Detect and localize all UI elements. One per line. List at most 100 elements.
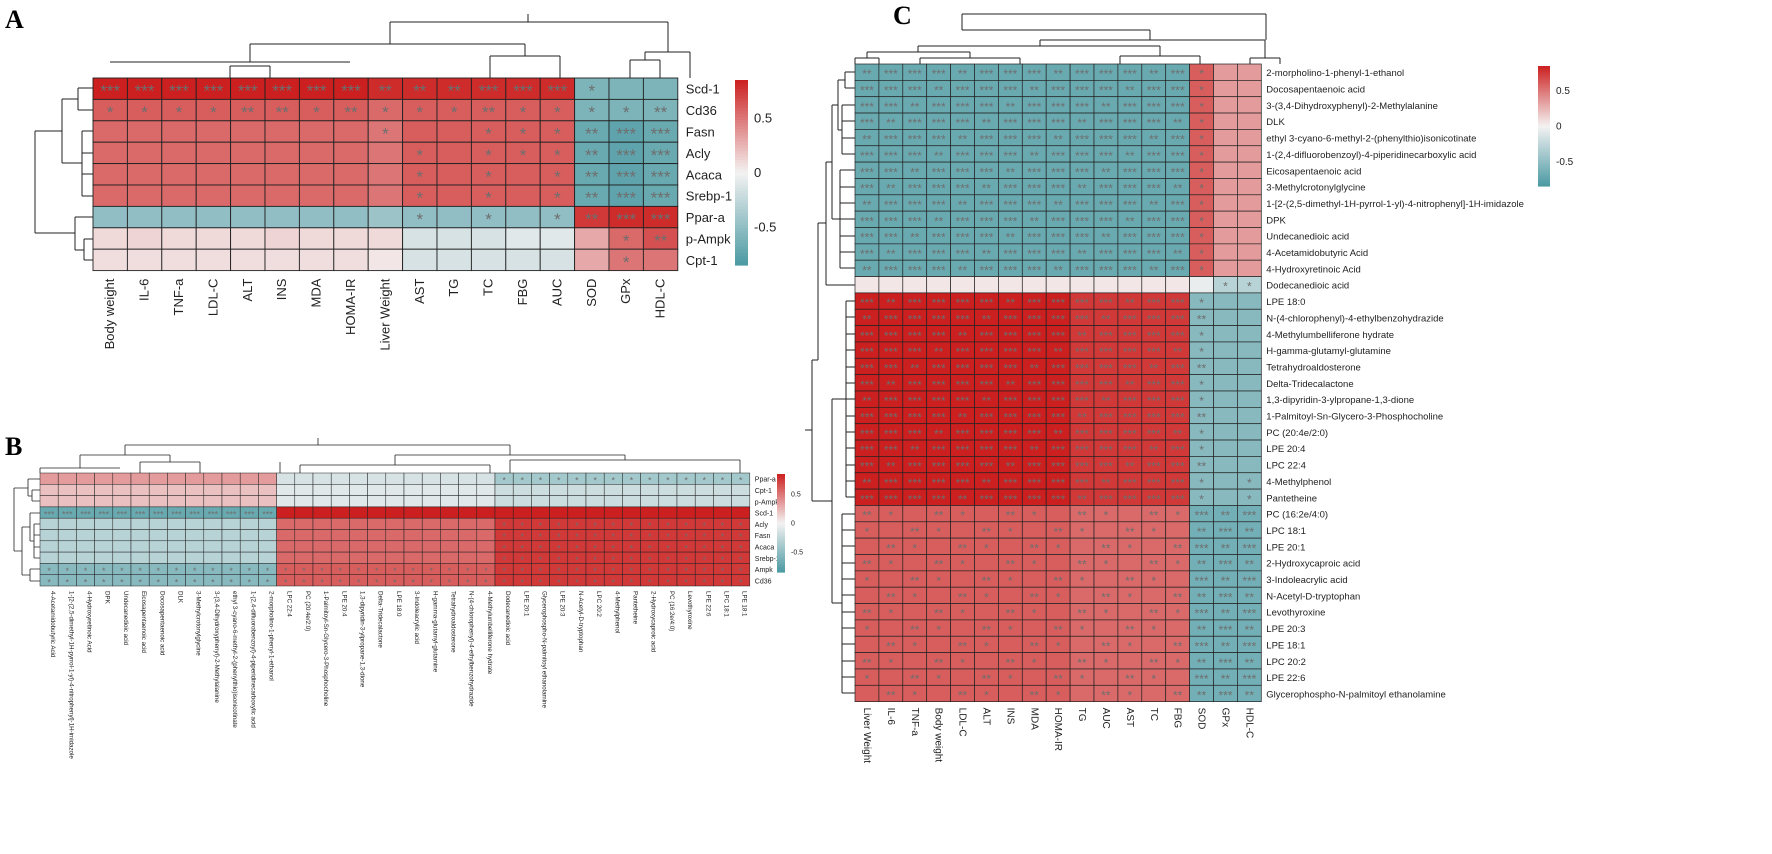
heatmap-cell [230,163,266,186]
heatmap-cell [264,141,300,165]
significance-mark: * [1151,672,1156,686]
significance-mark: * [612,566,616,576]
significance-mark: * [382,103,389,122]
significance-mark: *** [203,82,223,101]
heatmap-cell [57,551,77,564]
heatmap-cell [367,163,404,186]
heatmap-cell [94,484,114,496]
significance-mark: *** [979,329,993,343]
significance-mark: * [175,577,179,587]
significance-mark: * [557,566,561,576]
heatmap-cell [76,484,95,496]
significance-mark: *** [908,411,922,425]
colorbar-c-gradient-step [1538,106,1550,109]
heatmap-cell [421,484,441,496]
heatmap-cell [312,551,332,564]
significance-mark: * [623,103,630,122]
significance-mark: *** [1171,361,1185,375]
significance-mark: * [1104,509,1109,523]
heatmap-cell [421,495,441,508]
heatmap-cell [1237,308,1262,326]
column-dendrogram [39,438,741,473]
significance-mark: ** [934,509,944,523]
significance-mark: *** [979,411,993,425]
significance-mark: ** [862,263,872,277]
significance-mark: * [339,566,343,576]
significance-mark: * [612,532,616,542]
colorbar-c-gradient-step [1538,136,1550,139]
significance-mark: * [521,476,525,486]
significance-mark: ** [1053,525,1063,539]
heatmap-cell [1213,161,1238,179]
colorbar-a-gradient-step [735,132,748,137]
heatmap-cell [494,484,514,496]
significance-mark: * [1199,214,1204,228]
significance-mark: *** [932,165,946,179]
heatmap-cell [167,551,186,564]
significance-mark: * [193,566,197,576]
significance-mark: * [229,566,233,576]
significance-mark: * [889,509,894,523]
significance-mark: *** [884,67,898,81]
heatmap-cell [1237,357,1262,375]
colorbar-c-gradient-step [1538,140,1550,143]
significance-mark: *** [932,378,946,392]
significance-mark: *** [1123,476,1137,490]
significance-mark: *** [860,247,874,261]
heatmap-cell [312,484,332,496]
significance-mark: * [1199,84,1204,98]
heatmap-cell [333,120,369,143]
significance-mark: * [284,577,288,587]
significance-mark: *** [100,82,120,101]
heatmap-cell [1021,619,1047,637]
colorbar-a-gradient-step [735,160,748,164]
colorbar-b-gradient-step [777,547,785,550]
heatmap-cell [130,495,150,508]
column-label: HDL-C [1243,708,1254,739]
significance-mark: *** [547,82,567,101]
column-label: 4-Acetamidobutyric Acid [49,591,56,658]
significance-mark: * [502,555,506,565]
heatmap-cell [167,484,186,496]
significance-mark: ** [1197,656,1207,670]
heatmap-cell [1093,619,1119,637]
colorbar-c-gradient-step [1538,86,1550,89]
heatmap-cell [549,484,569,496]
significance-mark: * [936,574,941,588]
colorbar-a-gradient-step [735,243,748,248]
row-label: LPE 18:0 [1266,297,1305,308]
significance-mark: ** [1125,296,1135,310]
heatmap-cell [608,77,644,100]
heatmap-cell [195,163,232,186]
row-label: 4-Hydroxyretinoic Acid [1266,264,1361,275]
heatmap-cell [349,551,368,564]
significance-mark: * [502,543,506,553]
significance-mark: *** [1123,312,1137,326]
row-label: 1-Palmitoyl-Sn-Glycero-3-Phosphocholine [1266,412,1443,423]
heatmap-cell [349,540,368,553]
significance-mark: *** [1051,312,1065,326]
significance-mark: *** [932,231,946,245]
colorbar-c-gradient-step [1538,148,1550,151]
column-label: Docosapentaenoic acid [158,591,165,656]
colorbar-c-gradient-step [1538,152,1550,155]
significance-mark: ** [1125,378,1135,392]
colorbar-a-gradient-step [735,261,748,266]
heatmap-cell [713,495,732,508]
heatmap-cell [264,227,300,250]
column-label: LPC 18:1 [723,591,730,617]
colorbar-b-tick-label: 0.5 [791,492,801,499]
significance-mark: *** [1027,182,1041,196]
heatmap-cell [239,517,259,530]
heatmap-cell [330,517,350,530]
heatmap-cell [421,529,441,542]
significance-mark: * [554,189,561,208]
colorbar-c-gradient-step [1538,176,1550,179]
heatmap-cell [312,529,332,542]
significance-mark: * [84,566,88,576]
significance-mark: ** [1197,411,1207,425]
significance-mark: ** [1077,656,1087,670]
heatmap-cell [349,517,368,530]
significance-mark: ** [982,525,992,539]
significance-mark: * [248,566,252,576]
